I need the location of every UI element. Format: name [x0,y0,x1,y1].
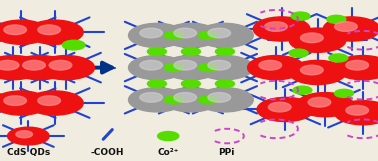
Circle shape [4,25,26,35]
Circle shape [297,93,353,117]
Circle shape [323,17,378,41]
Circle shape [0,20,49,44]
Circle shape [335,56,378,80]
Circle shape [181,47,200,56]
Circle shape [38,25,60,35]
Circle shape [198,64,217,72]
Circle shape [301,65,323,75]
Circle shape [0,91,49,115]
Circle shape [329,54,348,62]
Circle shape [147,80,166,88]
Circle shape [208,93,231,102]
Circle shape [129,56,185,80]
Circle shape [198,31,217,39]
Circle shape [181,80,200,88]
Circle shape [301,33,323,43]
Circle shape [289,28,346,52]
Circle shape [291,12,310,20]
Circle shape [174,28,197,38]
Circle shape [335,89,353,97]
Circle shape [8,127,49,145]
Circle shape [197,23,253,47]
Circle shape [38,96,60,105]
Circle shape [38,56,94,80]
Circle shape [174,93,197,102]
Circle shape [164,31,183,39]
Text: -COOH: -COOH [91,148,124,157]
Circle shape [26,91,83,115]
Circle shape [129,88,185,112]
Circle shape [62,40,85,50]
Circle shape [346,60,369,70]
Text: PPi: PPi [218,148,235,157]
Circle shape [259,60,282,70]
Circle shape [346,105,369,115]
Circle shape [198,96,217,104]
Circle shape [265,22,287,31]
Circle shape [163,88,219,112]
Circle shape [0,56,42,80]
Circle shape [253,17,310,41]
Circle shape [208,60,231,70]
Circle shape [49,60,72,70]
Circle shape [289,49,308,57]
Text: CdS QDs: CdS QDs [7,148,50,157]
Circle shape [4,96,26,105]
Circle shape [257,97,314,122]
Circle shape [16,131,33,138]
Circle shape [327,15,346,23]
Circle shape [163,23,219,47]
Circle shape [197,56,253,80]
Circle shape [163,56,219,80]
Text: Co²⁺: Co²⁺ [158,148,179,157]
Circle shape [158,132,179,141]
Circle shape [289,60,346,85]
Circle shape [0,60,19,70]
Circle shape [164,64,183,72]
Circle shape [215,80,234,88]
Circle shape [248,56,304,80]
Circle shape [140,60,163,70]
Circle shape [129,23,185,47]
Circle shape [293,86,312,94]
Circle shape [164,96,183,104]
Circle shape [215,47,234,56]
Circle shape [308,97,331,107]
Circle shape [11,56,68,80]
Circle shape [23,60,45,70]
Circle shape [26,20,83,44]
Circle shape [140,28,163,38]
Circle shape [147,47,166,56]
Circle shape [208,28,231,38]
Circle shape [197,88,253,112]
Circle shape [268,102,291,112]
Circle shape [335,22,357,31]
Circle shape [174,60,197,70]
Circle shape [140,93,163,102]
Circle shape [335,101,378,125]
